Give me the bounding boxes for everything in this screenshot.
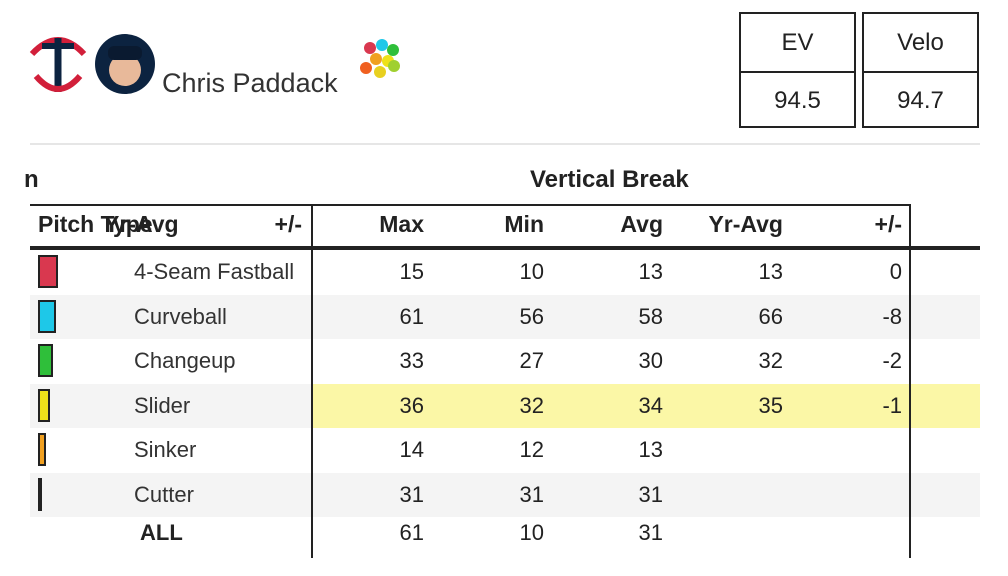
cell: 14 [399, 437, 424, 462]
pitch-name: Curveball [134, 303, 227, 329]
cell: 34 [638, 392, 663, 418]
row-bg [30, 294, 980, 339]
cell: 27 [519, 348, 544, 373]
pitch-name: Sinker [134, 437, 197, 462]
column-header: +/- [874, 211, 902, 237]
column-header: Yr-Avg [104, 211, 179, 237]
cell: 61 [399, 520, 424, 545]
cell: 66 [758, 303, 783, 329]
stat-label: EV [741, 14, 854, 73]
group-label: Vertical Break [530, 166, 689, 193]
total-label: ALL [140, 520, 183, 545]
cell: 0 [889, 259, 902, 284]
stat-box: EV 94.5 [739, 12, 856, 128]
cell: 13 [758, 259, 783, 284]
pitch-bar [38, 255, 58, 288]
column-header: +/- [274, 211, 302, 237]
col-rule [311, 204, 313, 558]
cell: 31 [519, 481, 544, 507]
header-rule-thick [30, 246, 980, 250]
cell: 13 [638, 437, 663, 462]
stat-value: 94.5 [774, 87, 821, 114]
column-header: Pitch Type [38, 211, 153, 237]
column-header: Yr-Avg [708, 211, 783, 237]
pitch-name: Slider [134, 392, 191, 418]
header-rule [30, 204, 910, 206]
cell: 33 [399, 348, 424, 373]
cell: 58 [638, 303, 663, 329]
cell: 30 [638, 348, 663, 373]
cell: -2 [882, 348, 902, 373]
cell: 31 [638, 520, 663, 545]
pitch-bar [38, 344, 53, 377]
pitch-bar [38, 433, 46, 466]
cell: 10 [519, 259, 544, 284]
pitch-bar [38, 299, 56, 333]
cell: 32 [758, 348, 783, 373]
pitch-name: 4-Seam Fastball [134, 259, 295, 284]
cell: 56 [519, 303, 544, 329]
pitch-bar [38, 388, 50, 422]
cell: 35 [758, 392, 783, 418]
pitch-name: Changeup [134, 348, 236, 373]
cell: 36 [399, 392, 424, 418]
stat-box: Velo 94.7 [862, 12, 979, 128]
column-header: Max [379, 211, 424, 237]
cell: 12 [519, 437, 544, 462]
cell: 13 [638, 259, 663, 284]
cell: 15 [399, 259, 424, 284]
row-bg [30, 472, 980, 517]
stat-value: 94.7 [897, 87, 944, 114]
col-rule [909, 204, 911, 558]
header-icons [29, 34, 400, 94]
column-header: Avg [620, 211, 663, 237]
divider [30, 143, 980, 145]
pitch-bar [38, 477, 42, 511]
cut-label: n [24, 166, 39, 193]
cell: 31 [399, 481, 424, 507]
cell: 10 [519, 520, 544, 545]
stat-label: Velo [864, 14, 977, 73]
cell: 32 [519, 392, 544, 418]
cell: 31 [638, 481, 663, 507]
player-name: Chris Paddack [162, 68, 338, 98]
cell: -1 [882, 392, 902, 418]
cell: 61 [399, 303, 424, 329]
column-header: Min [504, 211, 544, 237]
pitch-name: Cutter [134, 481, 194, 507]
cell: -8 [882, 303, 902, 329]
row-highlight [312, 383, 980, 428]
